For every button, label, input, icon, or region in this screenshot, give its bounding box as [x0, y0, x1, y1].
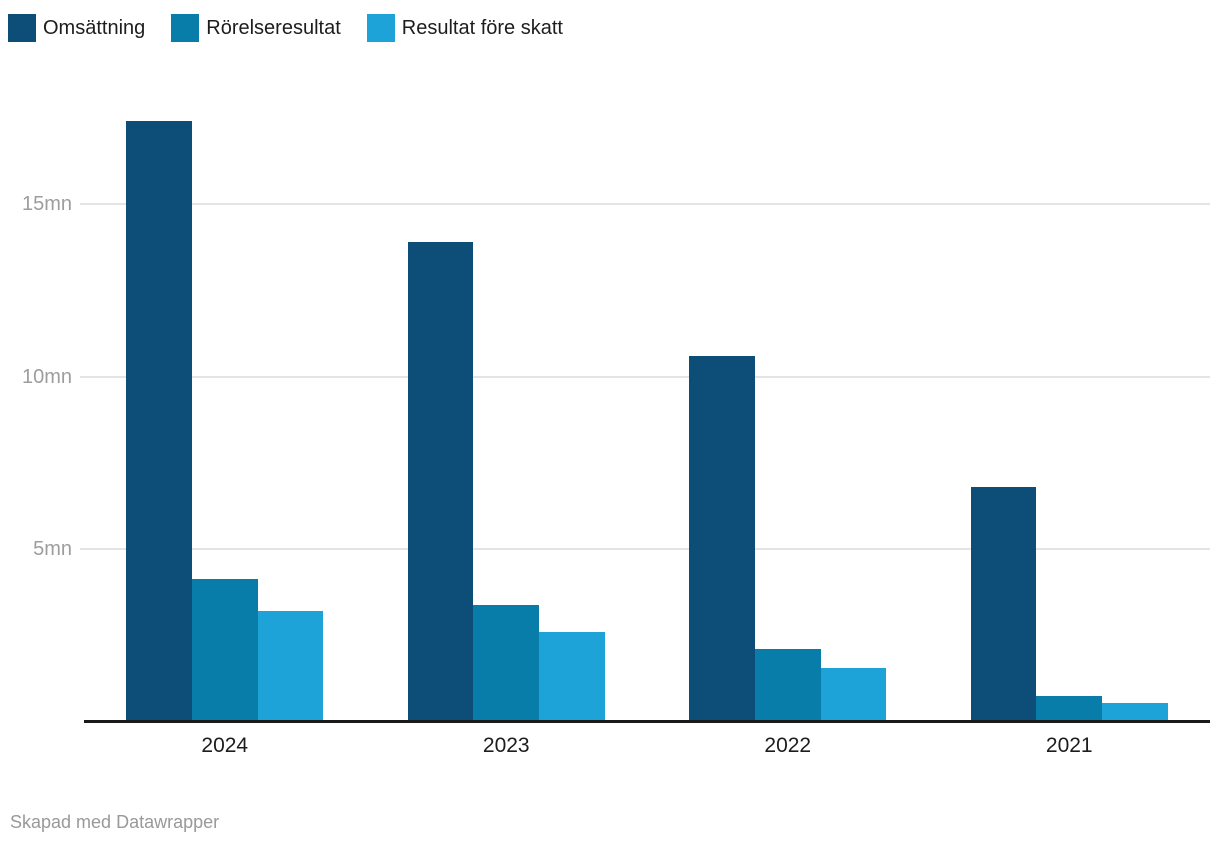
bar-r-relseresultat-2021[interactable]: [1036, 696, 1103, 722]
bar-r-relseresultat-2023[interactable]: [473, 604, 540, 722]
attribution-text: Skapad med Datawrapper: [10, 812, 220, 832]
x-axis-label: 2022: [764, 734, 812, 757]
bar-oms-ttning-2024[interactable]: [126, 121, 192, 722]
bar-resultat-f-re-skatt-2021[interactable]: [1102, 703, 1168, 722]
y-axis-tick-label: 5mn: [33, 538, 72, 561]
bar-resultat-f-re-skatt-2022[interactable]: [820, 668, 887, 722]
y-axis-gridline: [80, 375, 1210, 378]
x-axis-label: 2023: [482, 734, 530, 757]
bar-oms-ttning-2023[interactable]: [407, 241, 474, 722]
x-axis-label: 2024: [201, 734, 249, 757]
legend-item: Omsättning: [8, 14, 145, 42]
x-axis-label: 2021: [1045, 734, 1093, 757]
legend-label: Resultat före skatt: [401, 17, 563, 39]
legend-swatch-icon: [366, 14, 395, 42]
x-axis-line: [84, 720, 1210, 723]
y-axis-gridline: [80, 548, 1210, 551]
bar-resultat-f-re-skatt-2024[interactable]: [257, 611, 324, 722]
y-axis-tick-label: 10mn: [21, 365, 72, 388]
legend-swatch-icon: [8, 14, 36, 42]
bar-oms-ttning-2022[interactable]: [689, 355, 755, 722]
bar-resultat-f-re-skatt-2023[interactable]: [539, 632, 605, 722]
legend-swatch-icon: [171, 14, 200, 42]
legend: Omsättning Rörelseresultat Resultat före s…: [8, 14, 563, 42]
y-axis-gridline: [80, 203, 1210, 205]
attribution: Skapad med Datawrapper: [10, 810, 219, 834]
legend-label: Rörelseresultat: [206, 17, 341, 39]
legend-item: Rörelseresultat: [171, 14, 341, 42]
legend-item: Resultat före skatt: [366, 14, 563, 42]
bar-r-relseresultat-2024[interactable]: [191, 578, 258, 722]
bar-r-relseresultat-2022[interactable]: [754, 649, 821, 722]
bar-oms-ttning-2021[interactable]: [970, 487, 1037, 722]
legend-label: Omsättning: [43, 17, 146, 39]
y-axis-tick-label: 15mn: [21, 193, 72, 215]
